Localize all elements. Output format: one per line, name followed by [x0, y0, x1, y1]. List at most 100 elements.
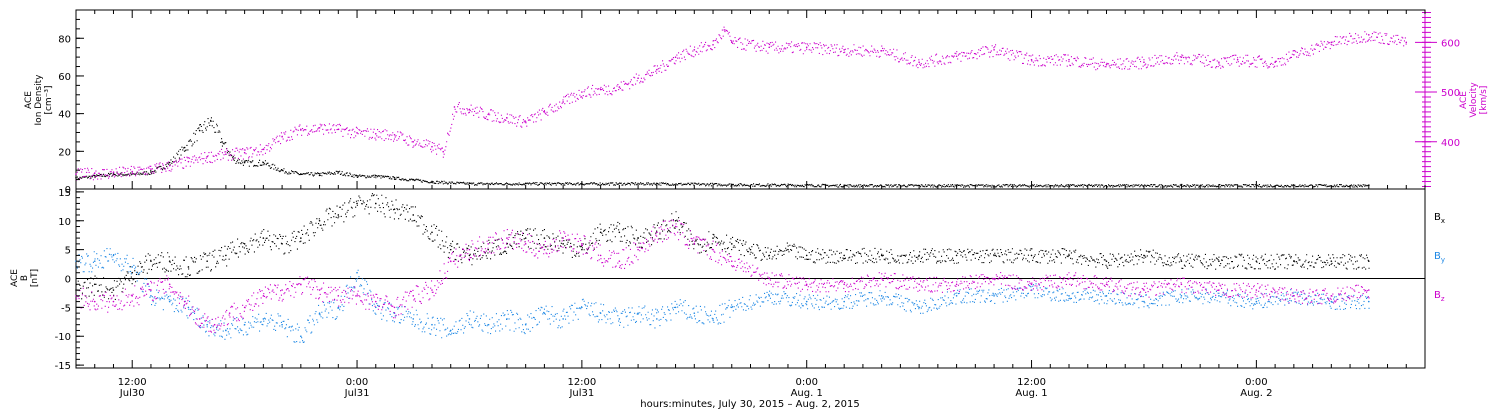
b-tick-label-2: -5 [61, 303, 71, 314]
density-series-point-14 [300, 173, 302, 175]
bx-series-point-47 [1105, 260, 1108, 262]
density-series-point-17 [356, 175, 358, 177]
by-series-point-42 [993, 295, 995, 297]
by-series-point-19 [431, 323, 433, 326]
bx-series-point-6 [187, 266, 190, 268]
bx-series-point-11 [281, 243, 283, 245]
velocity-axis-label-line-0: ACE [1459, 91, 1469, 109]
by-series-group [75, 248, 1370, 343]
by-series-point-28 [599, 312, 602, 314]
by-series-point-3 [131, 266, 134, 268]
legend-by-subscript: y [1441, 256, 1445, 264]
velocity-series-point-52 [1274, 61, 1276, 64]
velocity-series-point-47 [1105, 63, 1108, 66]
bx-series-point-40 [843, 254, 845, 257]
by-series-point-6 [187, 306, 190, 309]
velocity-series-point-20 [442, 150, 445, 153]
bx-series-point-5 [168, 260, 171, 262]
velocity-series-point-54 [1330, 41, 1333, 44]
velocity-series-point-19 [431, 145, 433, 148]
bz-series-point-41 [918, 283, 920, 286]
by-series-point-29 [618, 318, 621, 320]
velocity-series-point-0 [75, 173, 77, 175]
bx-series-point-3 [131, 271, 134, 274]
by-series-point-8 [225, 329, 227, 332]
density-series-point-0 [75, 176, 77, 179]
density-tick-label-0: 0 [65, 185, 71, 196]
bx-series-point-16 [374, 202, 377, 205]
velocity-series-point-49 [1180, 56, 1183, 59]
bx-series-point-15 [356, 202, 358, 205]
bz-series-point-40 [880, 277, 883, 280]
bz-series-point-14 [318, 289, 321, 291]
bx-series-point-45 [1030, 254, 1033, 257]
bx-series-point-46 [1068, 254, 1070, 257]
bx-series-point-37 [768, 254, 771, 257]
density-series-point-21 [431, 180, 433, 183]
velocity-series-point-18 [412, 140, 415, 143]
by-series-point-12 [300, 335, 302, 338]
density-axis-label-line-0: ACE [24, 91, 34, 109]
density-series-point-23 [524, 182, 527, 185]
bz-series-point-47 [1143, 289, 1145, 291]
velocity-series-point-13 [318, 127, 321, 129]
velocity-series-point-23 [487, 113, 489, 116]
velocity-series-point-1 [93, 172, 96, 174]
bz-series-point-22 [468, 248, 471, 251]
bz-series [76, 219, 1370, 333]
bz-series-point-38 [805, 283, 808, 286]
bz-series-point-11 [262, 295, 265, 297]
b-tick-label-6: 15 [58, 188, 71, 199]
by-series-point-5 [168, 300, 171, 303]
by-series-point-35 [730, 306, 733, 309]
velocity-series-point-43 [955, 55, 958, 58]
velocity-series-point-27 [562, 101, 564, 103]
x-tick-label-1: 0:00 [346, 377, 368, 388]
bz-series-point-26 [543, 248, 546, 251]
velocity-series-point-21 [453, 106, 456, 108]
bz-series-point-1 [93, 300, 96, 303]
bz-series-point-39 [843, 283, 845, 286]
bz-series-point-42 [955, 283, 958, 286]
velocity-series-point-56 [1405, 41, 1408, 44]
bz-series-point-32 [656, 231, 658, 234]
velocity-tick-label-0: 400 [1441, 138, 1460, 149]
velocity-series-point-40 [843, 48, 845, 51]
bx-series-point-51 [1255, 260, 1258, 262]
velocity-series-point-11 [281, 135, 283, 138]
density-tick-label-3: 60 [58, 72, 71, 83]
velocity-tick-label-1: 500 [1441, 88, 1460, 99]
by-series-point-9 [243, 323, 246, 326]
velocity-series-point-36 [723, 29, 726, 31]
by-series-point-52 [1367, 300, 1370, 303]
bx-series-point-28 [599, 231, 602, 234]
by-series-point-22 [487, 323, 489, 326]
bz-series-point-2 [112, 300, 115, 303]
density-series-point-5 [168, 161, 171, 164]
by-series-point-48 [1218, 295, 1220, 297]
by-series-point-47 [1180, 295, 1183, 297]
velocity-series-point-46 [1068, 58, 1070, 61]
by-series-point-36 [768, 295, 771, 297]
velocity-series-point-32 [656, 68, 658, 71]
bx-series-point-7 [206, 260, 208, 262]
bz-series-group [75, 219, 1370, 333]
by-series-point-24 [524, 323, 527, 326]
bx-series-point-25 [543, 237, 546, 239]
by-series-point-32 [674, 306, 677, 309]
velocity-series-point-22 [468, 108, 471, 111]
bz-series-point-45 [1068, 277, 1070, 280]
bx-series-point-27 [581, 248, 583, 251]
velocity-series-point-42 [918, 61, 920, 64]
bx-series-point-19 [431, 231, 433, 234]
legend-bx-subscript: x [1441, 217, 1445, 225]
bz-series-point-33 [674, 225, 677, 228]
velocity-series-point-39 [805, 46, 808, 49]
density-series-point-20 [412, 178, 415, 181]
bx-series-point-54 [1367, 260, 1370, 262]
bz-series-point-44 [1030, 283, 1033, 286]
bx-series-point-22 [487, 248, 489, 251]
velocity-series-point-2 [112, 171, 115, 174]
by-series-point-34 [712, 318, 714, 320]
